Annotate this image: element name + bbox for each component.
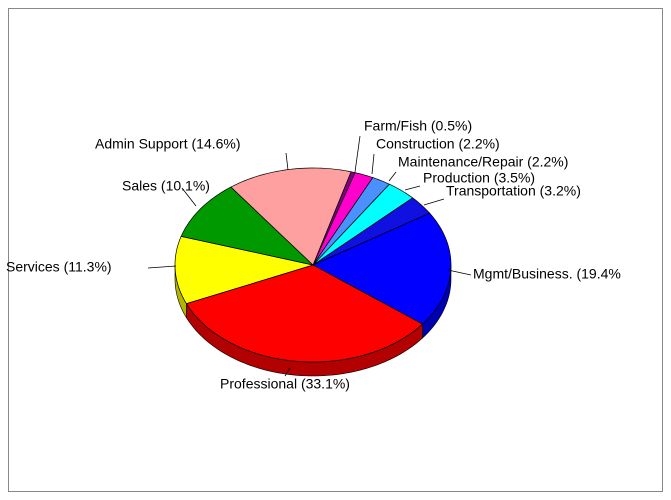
pie-tops xyxy=(174,167,452,363)
slice xyxy=(312,197,431,266)
slice xyxy=(312,183,414,266)
slice xyxy=(312,172,374,266)
slice xyxy=(230,167,352,266)
slice xyxy=(180,186,315,266)
leader-line xyxy=(388,171,397,182)
leader-line xyxy=(147,265,177,269)
slice-label: Production (3.5%) xyxy=(423,170,535,186)
slice-label: Professional (33.1%) xyxy=(220,376,350,392)
slice-label: Maintenance/Repair (2.2%) xyxy=(398,154,568,170)
leader-line xyxy=(285,152,289,171)
slice-label: Transportation (3.2%) xyxy=(446,183,581,199)
leader-line xyxy=(371,153,375,175)
leader-line xyxy=(404,185,421,191)
slice-label: Services (11.3%) xyxy=(6,259,112,275)
slice-label: Farm/Fish (0.5%) xyxy=(364,118,472,134)
leader-line xyxy=(447,269,472,276)
leader-line xyxy=(423,198,445,206)
slice xyxy=(312,212,452,325)
leader-line xyxy=(284,367,291,377)
leader-line xyxy=(354,135,361,173)
slice xyxy=(185,264,424,363)
leader-line xyxy=(181,187,197,207)
slice xyxy=(312,177,391,266)
slice-label: Mgmt/Business. (19.4% xyxy=(473,266,621,282)
slice-label: Admin Support (14.6%) xyxy=(95,136,241,152)
slice-label: Sales (10.1%) xyxy=(122,178,210,194)
labels: Farm/Fish (0.5%) Construction (2.2%) Maint… xyxy=(6,118,621,392)
slice-label: Construction (2.2%) xyxy=(376,136,500,152)
slice xyxy=(174,235,315,305)
